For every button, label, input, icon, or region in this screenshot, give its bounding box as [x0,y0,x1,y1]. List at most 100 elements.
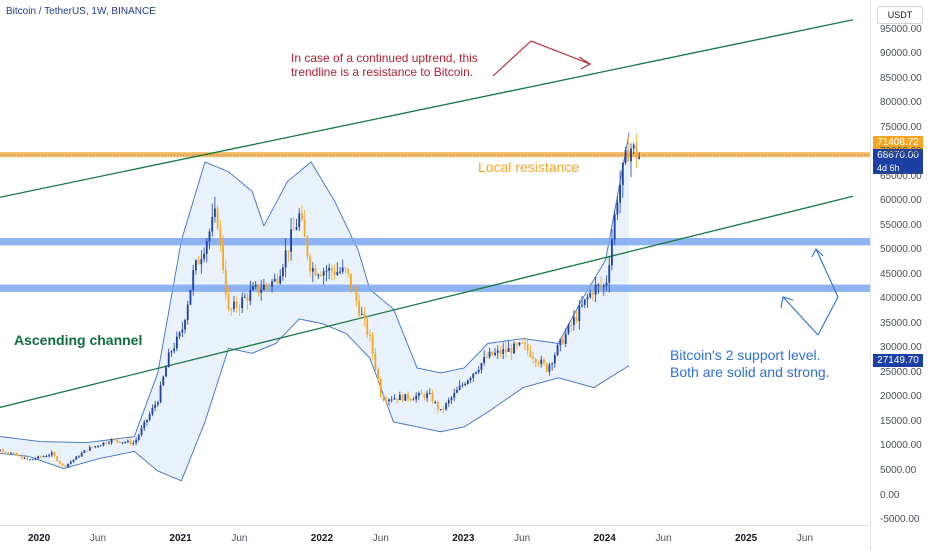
candle-body [374,353,377,370]
candle-body [613,214,616,240]
currency-button[interactable]: USDT [877,6,923,24]
candle-body [417,392,420,396]
candle-body [238,307,241,309]
candle-body [534,359,537,363]
candle-body [224,269,227,295]
candle-body [271,281,273,287]
candle-body [423,394,426,399]
candle-body [437,402,439,410]
price-axis-label: 40000.00 [880,293,922,305]
candle-body [252,286,254,290]
candle-body [385,400,388,402]
candle-body [159,385,162,403]
candle-body [75,456,78,460]
candle-body [578,306,581,322]
candle-body [360,313,363,315]
price-axis-label: 15000.00 [880,415,922,427]
price-axis-label: -5000.00 [880,514,920,526]
candle-body [42,456,45,458]
support-zone-1 [0,237,870,246]
candle-body [567,324,570,334]
price-axis-label: 60000.00 [880,195,922,207]
candle-body [311,268,314,272]
support-arrow-upper [811,248,839,336]
resistance-note-line-2: trendline is a resistance to Bitcoin. [291,65,474,79]
candle-body [290,229,292,252]
time-axis[interactable] [0,525,870,551]
candle-body [146,419,148,423]
price-axis[interactable] [870,0,932,550]
candle-body [624,150,627,163]
candle-body [154,404,157,408]
candle-body [170,351,173,353]
price-chart[interactable] [0,0,870,525]
candle-body [83,450,86,453]
candle-body [10,452,12,454]
candle-body [553,355,556,364]
candle-body [390,399,393,401]
candle-body [480,363,483,370]
candle-body [409,398,412,400]
candle-body [127,440,129,443]
price-tag-current: 68670.00 [873,149,923,162]
candle-body [40,456,42,458]
candle-body [328,267,331,271]
candle-body [257,284,260,293]
candle-body [69,461,72,464]
time-axis-label: 2021 [169,533,192,544]
candle-body [211,216,214,232]
price-axis-label: 20000.00 [880,391,922,403]
candle-body [91,447,94,449]
price-axis-label: 80000.00 [880,97,922,109]
price-tag-lower: 27149.70 [873,354,923,367]
support-zone-2 [0,284,870,292]
candle-body [407,393,409,399]
candle-body [118,441,121,443]
candle-body [556,345,559,356]
candle-body [0,450,2,452]
candle-body [189,289,192,305]
candle-body [559,339,562,346]
candle-body [524,343,526,345]
candle-body [162,376,165,386]
candle-body [513,343,515,354]
candle-body [61,463,64,466]
candle-body [262,284,265,290]
time-axis-label: 2022 [310,533,334,544]
bollinger-lower-line [0,318,630,482]
candle-body [129,440,132,444]
candle-body [78,456,80,458]
candle-body [540,359,543,365]
candle-body [472,373,475,378]
candle-body [325,270,328,272]
candle-body [447,400,450,404]
candle-body [50,452,53,456]
local-resistance-label: Local resistance [478,159,580,175]
candle-body [521,342,524,344]
candle-body [635,144,638,159]
candle-body [518,342,521,345]
candle-body [186,304,189,321]
candle-body [12,452,15,454]
candle-body [233,301,235,310]
candle-body [393,398,396,400]
candle-body [227,294,230,309]
candle-body [88,447,91,451]
candle-body [355,289,358,301]
candle-body [621,162,624,185]
candle-body [34,458,37,460]
candle-body [102,442,105,446]
candle-body [235,301,238,308]
price-axis-label: 35000.00 [880,317,922,329]
candle-body [260,289,263,293]
candle-body [336,271,339,275]
price-axis-label: 30000.00 [880,342,922,354]
candle-body [594,284,597,295]
price-axis-label: 70000.00 [880,146,922,158]
candle-body [284,250,287,268]
time-axis-label: Jun [514,533,531,544]
candle-body [494,352,496,356]
candle-body [249,289,252,301]
candle-body [322,271,325,276]
price-axis-label: 45000.00 [880,268,922,280]
